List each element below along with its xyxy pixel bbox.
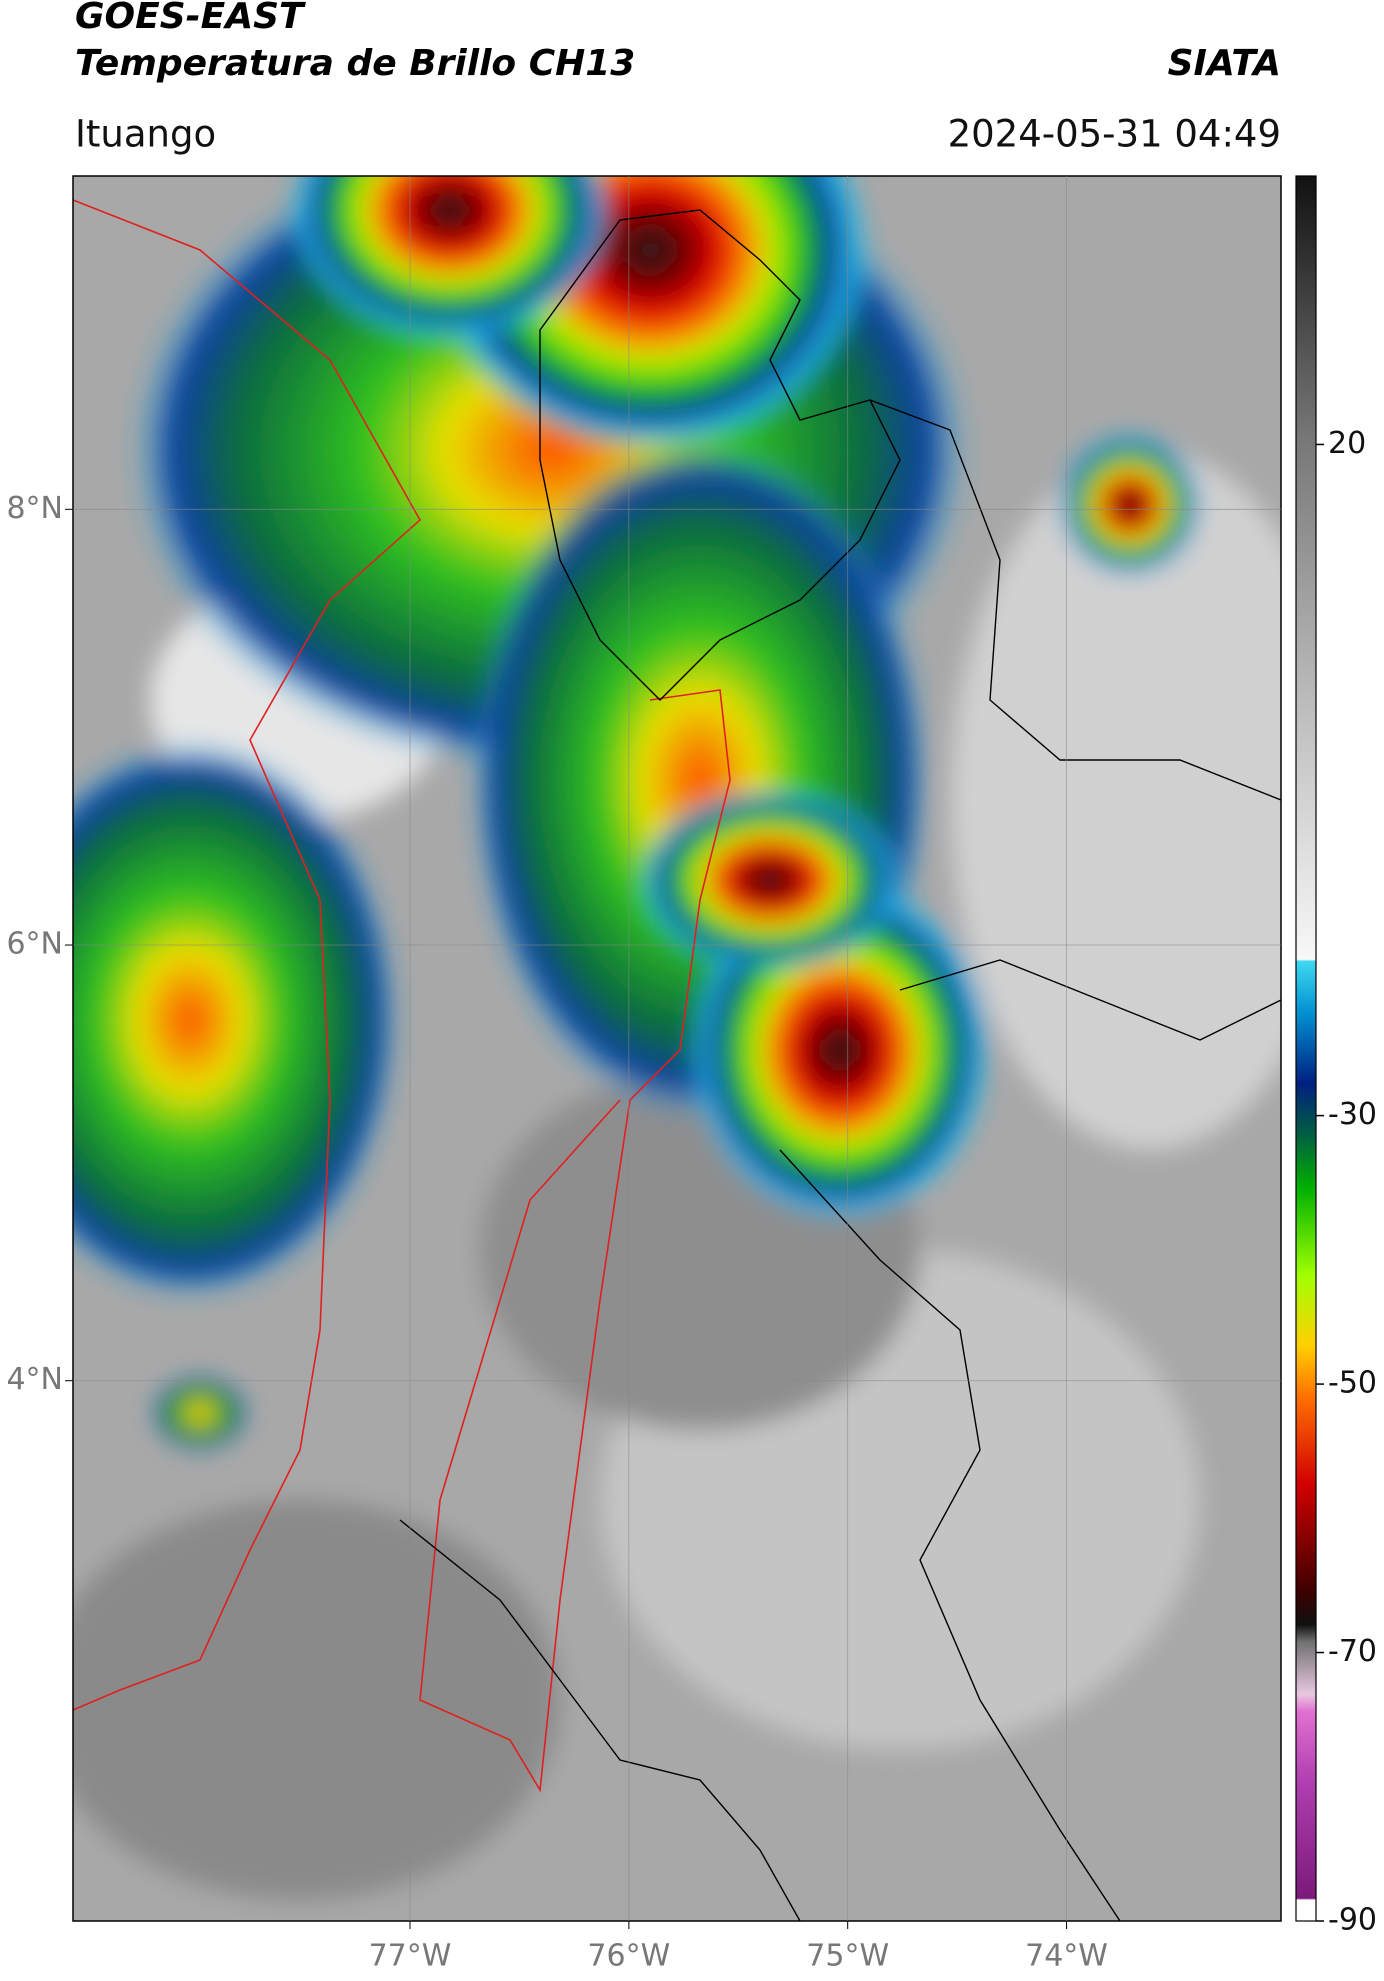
colorbar-tick-label: -70 [1328, 1634, 1377, 1669]
x-tick-label: 76°W [587, 1939, 670, 1974]
satellite-image [73, 176, 1281, 1921]
agency: SIATA [1168, 43, 1281, 84]
x-tick-label: 74°W [1025, 1939, 1108, 1974]
y-tick-label: 4°N [6, 1362, 63, 1397]
colorbar [1295, 175, 1317, 1922]
product-title: Temperatura de Brillo CH13 [75, 43, 635, 84]
y-tick-label: 8°N [6, 491, 63, 526]
map-frame [72, 175, 1282, 1922]
colorbar-tick-label: -90 [1328, 1903, 1377, 1938]
colorbar-tick-label: -50 [1328, 1366, 1377, 1401]
colorbar-tick-label: -30 [1328, 1097, 1377, 1132]
y-tick-label: 6°N [6, 927, 63, 962]
location: Ituango [75, 113, 216, 156]
x-tick-label: 77°W [369, 1939, 452, 1974]
satellite-title: GOES-EAST [75, 0, 306, 37]
colorbar-tick-label: 20 [1328, 426, 1366, 461]
datetime: 2024-05-31 04:49 [948, 113, 1281, 156]
x-tick-label: 75°W [806, 1939, 889, 1974]
